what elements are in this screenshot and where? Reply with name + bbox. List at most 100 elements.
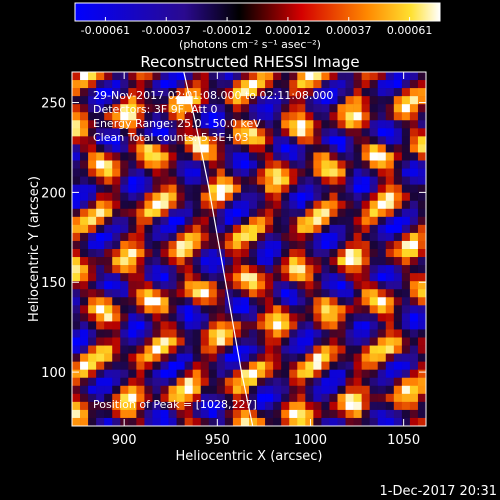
heatmap-cell — [321, 313, 330, 322]
heatmap-cell — [152, 321, 161, 330]
colorbar-tick-label: -0.00061 — [81, 24, 130, 37]
heatmap-cell — [313, 377, 322, 387]
heatmap-cell — [305, 240, 314, 250]
heatmap-cell — [168, 240, 177, 250]
heatmap-cell — [393, 168, 403, 177]
heatmap-cell — [216, 281, 226, 290]
heatmap-cell — [152, 120, 161, 129]
heatmap-cell — [297, 401, 306, 411]
heatmap-cell — [200, 112, 210, 121]
heatmap-cell — [273, 120, 282, 129]
heatmap-cell — [265, 104, 274, 113]
heatmap-cell — [176, 80, 185, 89]
heatmap-cell — [385, 345, 395, 354]
heatmap-cell — [257, 240, 266, 250]
heatmap-cell — [369, 144, 379, 153]
heatmap-cell — [200, 136, 210, 145]
heatmap-cell — [313, 369, 322, 379]
heatmap-cell — [393, 305, 403, 314]
heatmap-cell — [289, 104, 298, 113]
heatmap-cell — [345, 128, 354, 137]
heatmap-cell — [184, 128, 193, 137]
heatmap-cell — [401, 297, 411, 306]
heatmap-cell — [345, 152, 354, 161]
heatmap-cell — [313, 120, 322, 129]
heatmap-cell — [417, 232, 426, 242]
heatmap-cell — [200, 353, 210, 362]
heatmap-cell — [337, 265, 346, 274]
heatmap-cell — [265, 168, 274, 177]
heatmap-cell — [200, 297, 210, 306]
heatmap-cell — [289, 417, 298, 426]
heatmap-cell — [88, 329, 97, 338]
heatmap-cell — [168, 329, 177, 338]
heatmap-cell — [224, 112, 234, 121]
heatmap-cell — [80, 120, 89, 129]
heatmap-cell — [136, 104, 145, 113]
heatmap-cell — [208, 168, 218, 177]
heatmap-cell — [289, 232, 298, 242]
heatmap-cell — [136, 200, 145, 210]
heatmap-cell — [361, 409, 370, 419]
heatmap-cell — [393, 144, 403, 153]
heatmap-cell — [168, 152, 177, 161]
heatmap-cell — [104, 345, 113, 354]
heatmap-cell — [393, 321, 403, 330]
heatmap-cell — [249, 297, 258, 306]
heatmap-cell — [208, 337, 218, 346]
heatmap-cell — [353, 216, 362, 226]
heatmap-cell — [393, 353, 403, 362]
heatmap-cell — [393, 409, 403, 419]
heatmap-cell — [321, 337, 330, 346]
heatmap-cell — [184, 249, 193, 258]
annotation-peak: Position of Peak = [1028,227] — [93, 398, 257, 411]
heatmap-cell — [281, 393, 290, 403]
heatmap-cell — [200, 88, 210, 97]
heatmap-cell — [281, 345, 290, 354]
heatmap-cell — [88, 385, 97, 395]
heatmap-cell — [128, 224, 137, 234]
heatmap-cell — [249, 377, 258, 387]
heatmap-cell — [240, 240, 250, 250]
heatmap-cell — [257, 305, 266, 314]
y-tick-label: 150 — [41, 276, 66, 291]
heatmap-cell — [265, 96, 274, 105]
heatmap-cell — [144, 96, 153, 105]
heatmap-cell — [104, 120, 113, 129]
heatmap-cell — [88, 377, 97, 387]
heatmap-cell — [313, 88, 322, 97]
heatmap-cell — [361, 152, 370, 161]
heatmap-cell — [329, 88, 338, 97]
heatmap-cell — [329, 289, 338, 298]
heatmap-cell — [385, 321, 395, 330]
heatmap-cell — [144, 305, 153, 314]
heatmap-cell — [265, 369, 274, 379]
heatmap-cell — [393, 249, 403, 258]
heatmap-cell — [160, 208, 169, 218]
heatmap-cell — [337, 96, 346, 105]
heatmap-cell — [128, 168, 137, 177]
heatmap-cell — [128, 112, 137, 121]
heatmap-cell — [337, 273, 346, 282]
heatmap-cell — [88, 353, 97, 362]
heatmap-cell — [152, 329, 161, 338]
heatmap-cell — [96, 224, 105, 234]
heatmap-cell — [112, 120, 121, 129]
heatmap-cell — [200, 120, 210, 129]
heatmap-cell — [369, 96, 379, 105]
heatmap-cell — [200, 409, 210, 419]
heatmap-cell — [377, 321, 387, 330]
heatmap-cell — [345, 120, 354, 129]
heatmap-cell — [208, 377, 218, 387]
colorbar: -0.00061 -0.00037 -0.00012 0.00012 0.00037 0.… — [74, 2, 441, 51]
heatmap-cell — [112, 409, 121, 419]
heatmap-cell — [385, 353, 395, 362]
heatmap-cell — [112, 345, 121, 354]
heatmap-cell — [168, 345, 177, 354]
heatmap-cell — [385, 160, 395, 169]
heatmap-cell — [200, 417, 210, 426]
heatmap-cell — [329, 385, 338, 395]
heatmap-cell — [80, 224, 89, 234]
heatmap-cell — [216, 176, 226, 185]
